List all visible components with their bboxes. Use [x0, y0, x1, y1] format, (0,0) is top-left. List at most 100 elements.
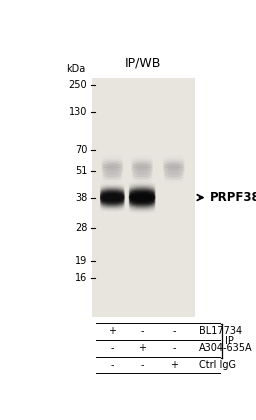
Ellipse shape	[131, 164, 153, 167]
Text: -: -	[172, 343, 176, 353]
Ellipse shape	[129, 207, 155, 211]
Ellipse shape	[129, 193, 155, 197]
Ellipse shape	[100, 194, 125, 198]
Ellipse shape	[132, 176, 152, 178]
Text: IP: IP	[225, 336, 234, 346]
Ellipse shape	[102, 176, 122, 178]
Ellipse shape	[101, 165, 123, 168]
Ellipse shape	[102, 173, 122, 175]
Ellipse shape	[101, 162, 123, 165]
Ellipse shape	[131, 170, 153, 173]
Ellipse shape	[129, 185, 155, 189]
Ellipse shape	[101, 159, 123, 162]
Ellipse shape	[131, 159, 153, 162]
Ellipse shape	[100, 201, 125, 205]
Ellipse shape	[129, 200, 155, 204]
Ellipse shape	[101, 172, 123, 175]
Ellipse shape	[129, 199, 155, 203]
Ellipse shape	[129, 187, 155, 191]
Ellipse shape	[100, 186, 125, 190]
Ellipse shape	[131, 160, 153, 163]
Text: 70: 70	[75, 144, 87, 155]
Text: -: -	[111, 343, 114, 353]
Text: PRPF38A: PRPF38A	[210, 191, 256, 204]
Ellipse shape	[129, 204, 155, 208]
Text: 38: 38	[75, 192, 87, 202]
Ellipse shape	[163, 172, 185, 175]
Ellipse shape	[101, 164, 123, 167]
Ellipse shape	[129, 202, 155, 207]
Ellipse shape	[163, 167, 185, 170]
Ellipse shape	[131, 162, 153, 165]
Text: kDa: kDa	[66, 64, 85, 74]
Ellipse shape	[100, 200, 125, 204]
Ellipse shape	[129, 194, 155, 198]
Ellipse shape	[100, 190, 125, 194]
Ellipse shape	[164, 170, 184, 172]
Text: 51: 51	[75, 166, 87, 176]
Ellipse shape	[100, 197, 125, 200]
Ellipse shape	[102, 170, 122, 172]
Ellipse shape	[129, 190, 155, 194]
Ellipse shape	[164, 176, 184, 178]
Ellipse shape	[163, 164, 185, 167]
Ellipse shape	[163, 160, 185, 163]
Text: 19: 19	[75, 256, 87, 265]
Text: IP/WB: IP/WB	[125, 57, 161, 70]
Ellipse shape	[129, 191, 155, 195]
Ellipse shape	[132, 173, 152, 175]
Ellipse shape	[100, 192, 125, 196]
Ellipse shape	[100, 194, 125, 197]
Ellipse shape	[129, 198, 155, 202]
Text: +: +	[170, 360, 178, 370]
Ellipse shape	[164, 173, 184, 175]
Ellipse shape	[129, 196, 155, 199]
Text: -: -	[140, 326, 144, 336]
Ellipse shape	[102, 178, 122, 180]
Ellipse shape	[163, 162, 185, 165]
Ellipse shape	[129, 206, 155, 210]
Ellipse shape	[163, 159, 185, 162]
Ellipse shape	[132, 170, 152, 172]
Ellipse shape	[164, 171, 184, 174]
Text: Ctrl IgG: Ctrl IgG	[199, 360, 236, 370]
Ellipse shape	[163, 170, 185, 173]
Bar	[92, 78, 195, 317]
Ellipse shape	[164, 178, 184, 180]
Ellipse shape	[100, 205, 125, 208]
Text: 16: 16	[75, 273, 87, 283]
Ellipse shape	[101, 168, 123, 172]
Text: BL17734: BL17734	[199, 326, 242, 336]
Ellipse shape	[100, 189, 125, 193]
Text: +: +	[108, 326, 116, 336]
Ellipse shape	[100, 188, 125, 192]
Ellipse shape	[129, 192, 155, 196]
Ellipse shape	[100, 205, 125, 209]
Text: -: -	[172, 326, 176, 336]
Ellipse shape	[100, 198, 125, 202]
Ellipse shape	[131, 167, 153, 170]
Ellipse shape	[131, 172, 153, 175]
Ellipse shape	[163, 165, 185, 168]
Text: A304-635A: A304-635A	[199, 343, 252, 353]
Ellipse shape	[101, 160, 123, 163]
Ellipse shape	[131, 165, 153, 168]
Ellipse shape	[132, 174, 152, 177]
Ellipse shape	[132, 171, 152, 174]
Ellipse shape	[100, 196, 125, 199]
Text: -: -	[111, 360, 114, 370]
Ellipse shape	[131, 168, 153, 172]
Ellipse shape	[129, 184, 155, 188]
Ellipse shape	[101, 170, 123, 173]
Ellipse shape	[100, 192, 125, 195]
Ellipse shape	[129, 197, 155, 201]
Ellipse shape	[129, 186, 155, 190]
Ellipse shape	[102, 174, 122, 177]
Ellipse shape	[100, 185, 125, 189]
Text: 250: 250	[69, 80, 87, 90]
Ellipse shape	[100, 207, 125, 210]
Ellipse shape	[100, 203, 125, 207]
Ellipse shape	[132, 178, 152, 180]
Ellipse shape	[163, 168, 185, 172]
Text: +: +	[138, 343, 146, 353]
